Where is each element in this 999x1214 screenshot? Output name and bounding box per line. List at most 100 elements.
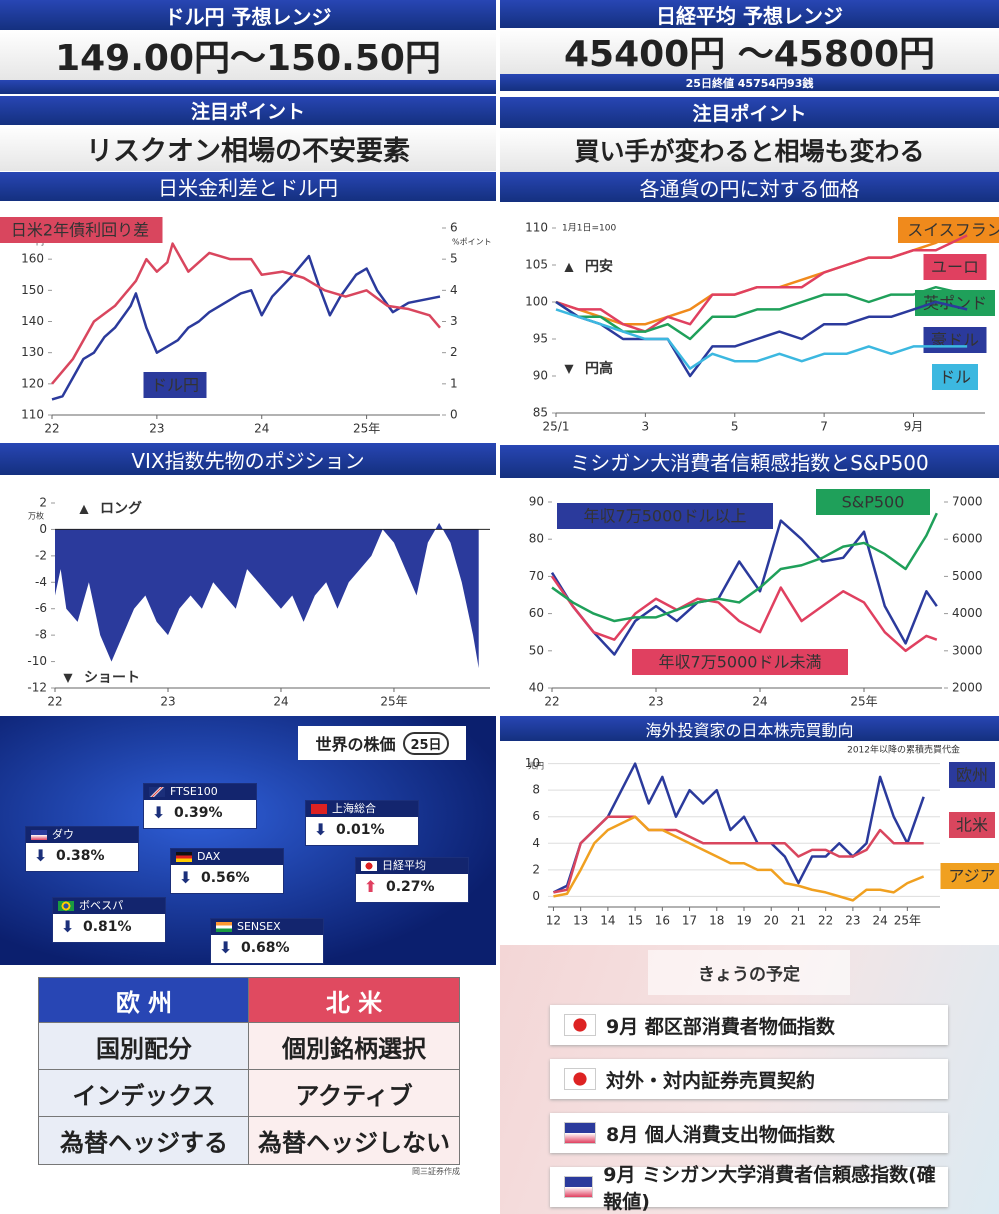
series-label-box [0, 217, 163, 243]
stock-change: 0.27% [386, 879, 435, 895]
x-tick-label: 18 [709, 914, 724, 928]
schedule-item: 9月 ミシガン大学消費者信頼感指数(確報値) [550, 1164, 948, 1213]
y-tick-label: 85 [533, 406, 548, 420]
series-label-box [932, 364, 978, 390]
series-label-box [143, 372, 207, 398]
y-tick-label: 0 [532, 889, 540, 903]
x-tick-label: 14 [600, 914, 615, 928]
y-tick-label: 40 [529, 681, 544, 695]
flag [31, 830, 47, 840]
stock-change: 0.68% [241, 940, 290, 956]
chart-title: 日米金利差とドル円 [0, 172, 496, 201]
chart: 40 50 60 70 80 90 2000 3000 4000 5000 6000 7000 22 23… [500, 478, 999, 716]
y2-tick-label: 6 [450, 221, 458, 235]
y-tick-label: 105 [525, 258, 548, 272]
line [551, 512, 938, 623]
world-title-box: 世界の株価 25日 [298, 726, 466, 760]
x-tick-label: 24 [872, 914, 887, 928]
world-date: 25日 [403, 731, 449, 755]
y-tick-label: 10 [525, 756, 540, 770]
strip [0, 80, 496, 94]
x-tick-label: 19 [736, 914, 751, 928]
x-tick-label: 9月 [904, 420, 924, 434]
y-tick-label: -10 [27, 654, 47, 668]
series-label: 北米 [956, 816, 988, 835]
table-panel: 欧 州北 米国別配分 個別銘柄選択 インデックス アクティブ 為替ヘッジする 為替ヘッジし… [0, 965, 496, 1214]
y-tick-label: 2 [39, 496, 47, 510]
world-panel: 世界の株価 25日 ダウ ⬇ 0.38% FTSE100 ⬇ 0.39% 上海総合 ⬇ 0.01… [0, 716, 496, 965]
stock-name: SENSEX [211, 919, 323, 935]
point: 買い手が変わると相場も変わる [500, 128, 999, 172]
stock-change: 0.39% [174, 805, 223, 821]
stock-card: SENSEX ⬇ 0.68% [210, 918, 324, 964]
stock-card: 日経平均 ⬆ 0.27% [355, 857, 469, 903]
series-label: 欧州 [956, 766, 988, 785]
stock-card: ボベスパ ⬇ 0.81% [52, 897, 166, 943]
y-tick-label: 150 [21, 283, 44, 297]
x-tick-label: 22 [47, 695, 62, 709]
schedule-text: 9月 都区部消費者物価指数 [606, 1015, 835, 1038]
annotation: 円安 [585, 258, 613, 275]
header: 日経平均 予想レンジ [500, 0, 999, 28]
x-tick-label: 15 [627, 914, 642, 928]
x-tick-label: 22 [544, 695, 559, 709]
point-header: 注目ポイント [500, 97, 999, 128]
y-tick-label: 120 [21, 376, 44, 390]
y2-tick-label: 6000 [952, 532, 983, 546]
table-cell: 為替ヘッジする [38, 1116, 250, 1165]
x-tick-label: 22 [44, 422, 59, 436]
x-tick-label: 17 [682, 914, 697, 928]
arrow: ⬇ [34, 846, 48, 865]
series-label: ドル円 [151, 376, 199, 395]
x-tick-label: 20 [764, 914, 779, 928]
stock-card: 上海総合 ⬇ 0.01% [305, 800, 419, 846]
series-label: 英ポンド [923, 294, 987, 313]
x-tick-label: 12 [546, 914, 561, 928]
x-tick-label: 24 [752, 695, 767, 709]
schedule-panel: きょうの予定 9月 都区部消費者物価指数 対外・対内証券売買契約 8月 個人消費支出… [500, 945, 999, 1214]
series-label-box [557, 503, 773, 529]
point-header: 注目ポイント [0, 96, 496, 125]
stock-change: 0.81% [83, 919, 132, 935]
y-unit: 兆円 [528, 761, 544, 771]
arrow: ⬇ [179, 868, 193, 887]
y-tick-label: 110 [21, 408, 44, 422]
schedule-text: 対外・対内証券売買契約 [606, 1069, 816, 1092]
series-label: ユーロ [931, 258, 979, 277]
y2-tick-label: 5000 [952, 569, 983, 583]
x-tick-label: 23 [149, 422, 164, 436]
y-tick-label: 90 [529, 495, 544, 509]
y-tick-label: 95 [533, 332, 548, 346]
schedule-text: 8月 個人消費支出物価指数 [606, 1123, 835, 1146]
schedule-item: 9月 都区部消費者物価指数 [550, 1005, 948, 1045]
table-cell: 個別銘柄選択 [248, 1022, 460, 1071]
arrow: ⬇ [219, 938, 233, 957]
series-label-box [915, 290, 995, 316]
y-tick-label: 160 [21, 252, 44, 266]
schedule-item: 対外・対内証券売買契約 [550, 1059, 948, 1099]
y-tick-label: 60 [529, 606, 544, 620]
line [550, 575, 938, 653]
table-header: 北 米 [248, 977, 460, 1024]
y2-tick-label: 3000 [952, 643, 983, 657]
stock-change: 0.56% [201, 870, 250, 886]
series-label: S&P500 [842, 493, 905, 512]
annotation-arrow: ▲ [564, 260, 574, 274]
y-tick-label: -6 [35, 601, 47, 615]
y2-tick-label: 2000 [952, 681, 983, 695]
y-tick-label: 70 [529, 569, 544, 583]
y-tick-label: -8 [35, 628, 47, 642]
line [555, 300, 968, 378]
line [555, 308, 968, 370]
x-tick-label: 22 [818, 914, 833, 928]
header: ドル円 予想レンジ [0, 0, 496, 30]
y-tick-label: 50 [529, 643, 544, 657]
series-label: 日米2年債利回り差 [11, 221, 149, 240]
y-tick-label: 0 [39, 522, 47, 536]
flag [564, 1122, 596, 1144]
x-tick-label: 24 [273, 695, 288, 709]
y2-tick-label: 5 [450, 252, 458, 266]
source: 岡三証券作成 [412, 1167, 460, 1176]
x-tick-label: 7 [820, 420, 828, 434]
